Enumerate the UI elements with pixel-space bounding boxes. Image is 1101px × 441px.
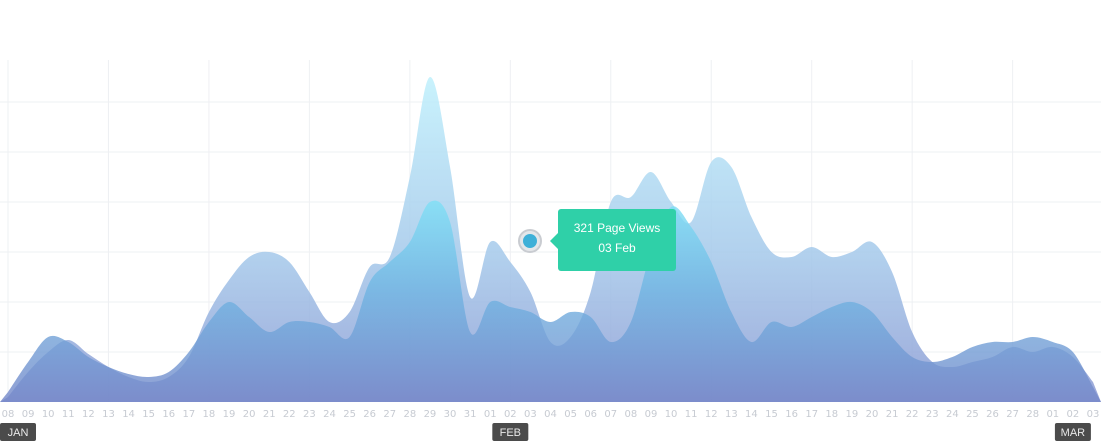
month-label: JAN xyxy=(8,427,29,439)
month-label: MAR xyxy=(1061,427,1086,439)
x-tick-label: 01 xyxy=(1046,409,1059,420)
tooltip: 321 Page Views 03 Feb xyxy=(550,209,676,271)
x-tick-label: 02 xyxy=(1067,409,1080,420)
x-tick-label: 13 xyxy=(725,409,738,420)
x-tick-label: 09 xyxy=(645,409,658,420)
x-tick-label: 27 xyxy=(1006,409,1019,420)
series-group xyxy=(0,76,1101,403)
x-tick-label: 18 xyxy=(825,409,838,420)
x-tick-label: 10 xyxy=(665,409,678,420)
x-tick-label: 22 xyxy=(283,409,296,420)
x-tick-label: 14 xyxy=(122,409,135,420)
x-tick-label: 07 xyxy=(604,409,617,420)
x-tick-label: 29 xyxy=(424,409,437,420)
x-tick-label: 03 xyxy=(524,409,537,420)
x-tick-label: 26 xyxy=(986,409,999,420)
x-tick-label: 17 xyxy=(805,409,818,420)
x-tick-label: 27 xyxy=(383,409,396,420)
x-axis: 08 09 10 11 12 13 14 15 16 17 18 19 20 21 22 23 24 25 26 27… xyxy=(2,409,1100,420)
x-tick-label: 25 xyxy=(343,409,356,420)
x-tick-label: 19 xyxy=(846,409,859,420)
tooltip-line-views: 321 Page Views xyxy=(573,221,661,235)
month-badge: MAR xyxy=(1054,423,1091,441)
x-tick-label: 31 xyxy=(464,409,477,420)
x-tick-label: 03 xyxy=(1087,409,1100,420)
x-tick-label: 06 xyxy=(584,409,597,420)
x-tick-label: 22 xyxy=(906,409,919,420)
month-badges: JAN FEB MAR xyxy=(0,423,1091,441)
x-tick-label: 16 xyxy=(785,409,798,420)
x-tick-label: 11 xyxy=(62,409,75,420)
x-tick-label: 23 xyxy=(926,409,939,420)
data-point-marker[interactable] xyxy=(523,234,537,248)
x-tick-label: 02 xyxy=(504,409,517,420)
x-tick-label: 30 xyxy=(444,409,457,420)
x-tick-label: 19 xyxy=(223,409,236,420)
x-tick-label: 10 xyxy=(42,409,55,420)
series-area-2 xyxy=(0,200,1101,402)
x-tick-label: 24 xyxy=(323,409,336,420)
x-tick-label: 18 xyxy=(203,409,216,420)
x-tick-label: 20 xyxy=(243,409,256,420)
x-tick-label: 26 xyxy=(363,409,376,420)
x-tick-label: 24 xyxy=(946,409,959,420)
month-badge: JAN xyxy=(0,423,36,441)
x-tick-label: 04 xyxy=(544,409,557,420)
x-tick-label: 17 xyxy=(182,409,195,420)
x-tick-label: 15 xyxy=(765,409,778,420)
x-tick-label: 15 xyxy=(142,409,155,420)
x-tick-label: 05 xyxy=(564,409,577,420)
marker-group xyxy=(518,229,542,253)
tooltip-line-date: 03 Feb xyxy=(598,241,636,255)
month-label: FEB xyxy=(500,427,521,439)
x-tick-label: 25 xyxy=(966,409,979,420)
x-tick-label: 12 xyxy=(705,409,718,420)
x-tick-label: 12 xyxy=(82,409,95,420)
x-tick-label: 20 xyxy=(866,409,879,420)
x-tick-label: 01 xyxy=(484,409,497,420)
x-tick-label: 13 xyxy=(102,409,115,420)
x-tick-label: 09 xyxy=(22,409,35,420)
x-tick-label: 08 xyxy=(625,409,638,420)
x-tick-label: 23 xyxy=(303,409,316,420)
x-tick-label: 28 xyxy=(1026,409,1039,420)
x-tick-label: 11 xyxy=(685,409,698,420)
x-tick-label: 14 xyxy=(745,409,758,420)
x-tick-label: 16 xyxy=(162,409,175,420)
x-tick-label: 21 xyxy=(263,409,276,420)
x-tick-label: 08 xyxy=(2,409,15,420)
x-tick-label: 28 xyxy=(403,409,416,420)
x-tick-label: 21 xyxy=(886,409,899,420)
month-badge: FEB xyxy=(492,423,529,441)
